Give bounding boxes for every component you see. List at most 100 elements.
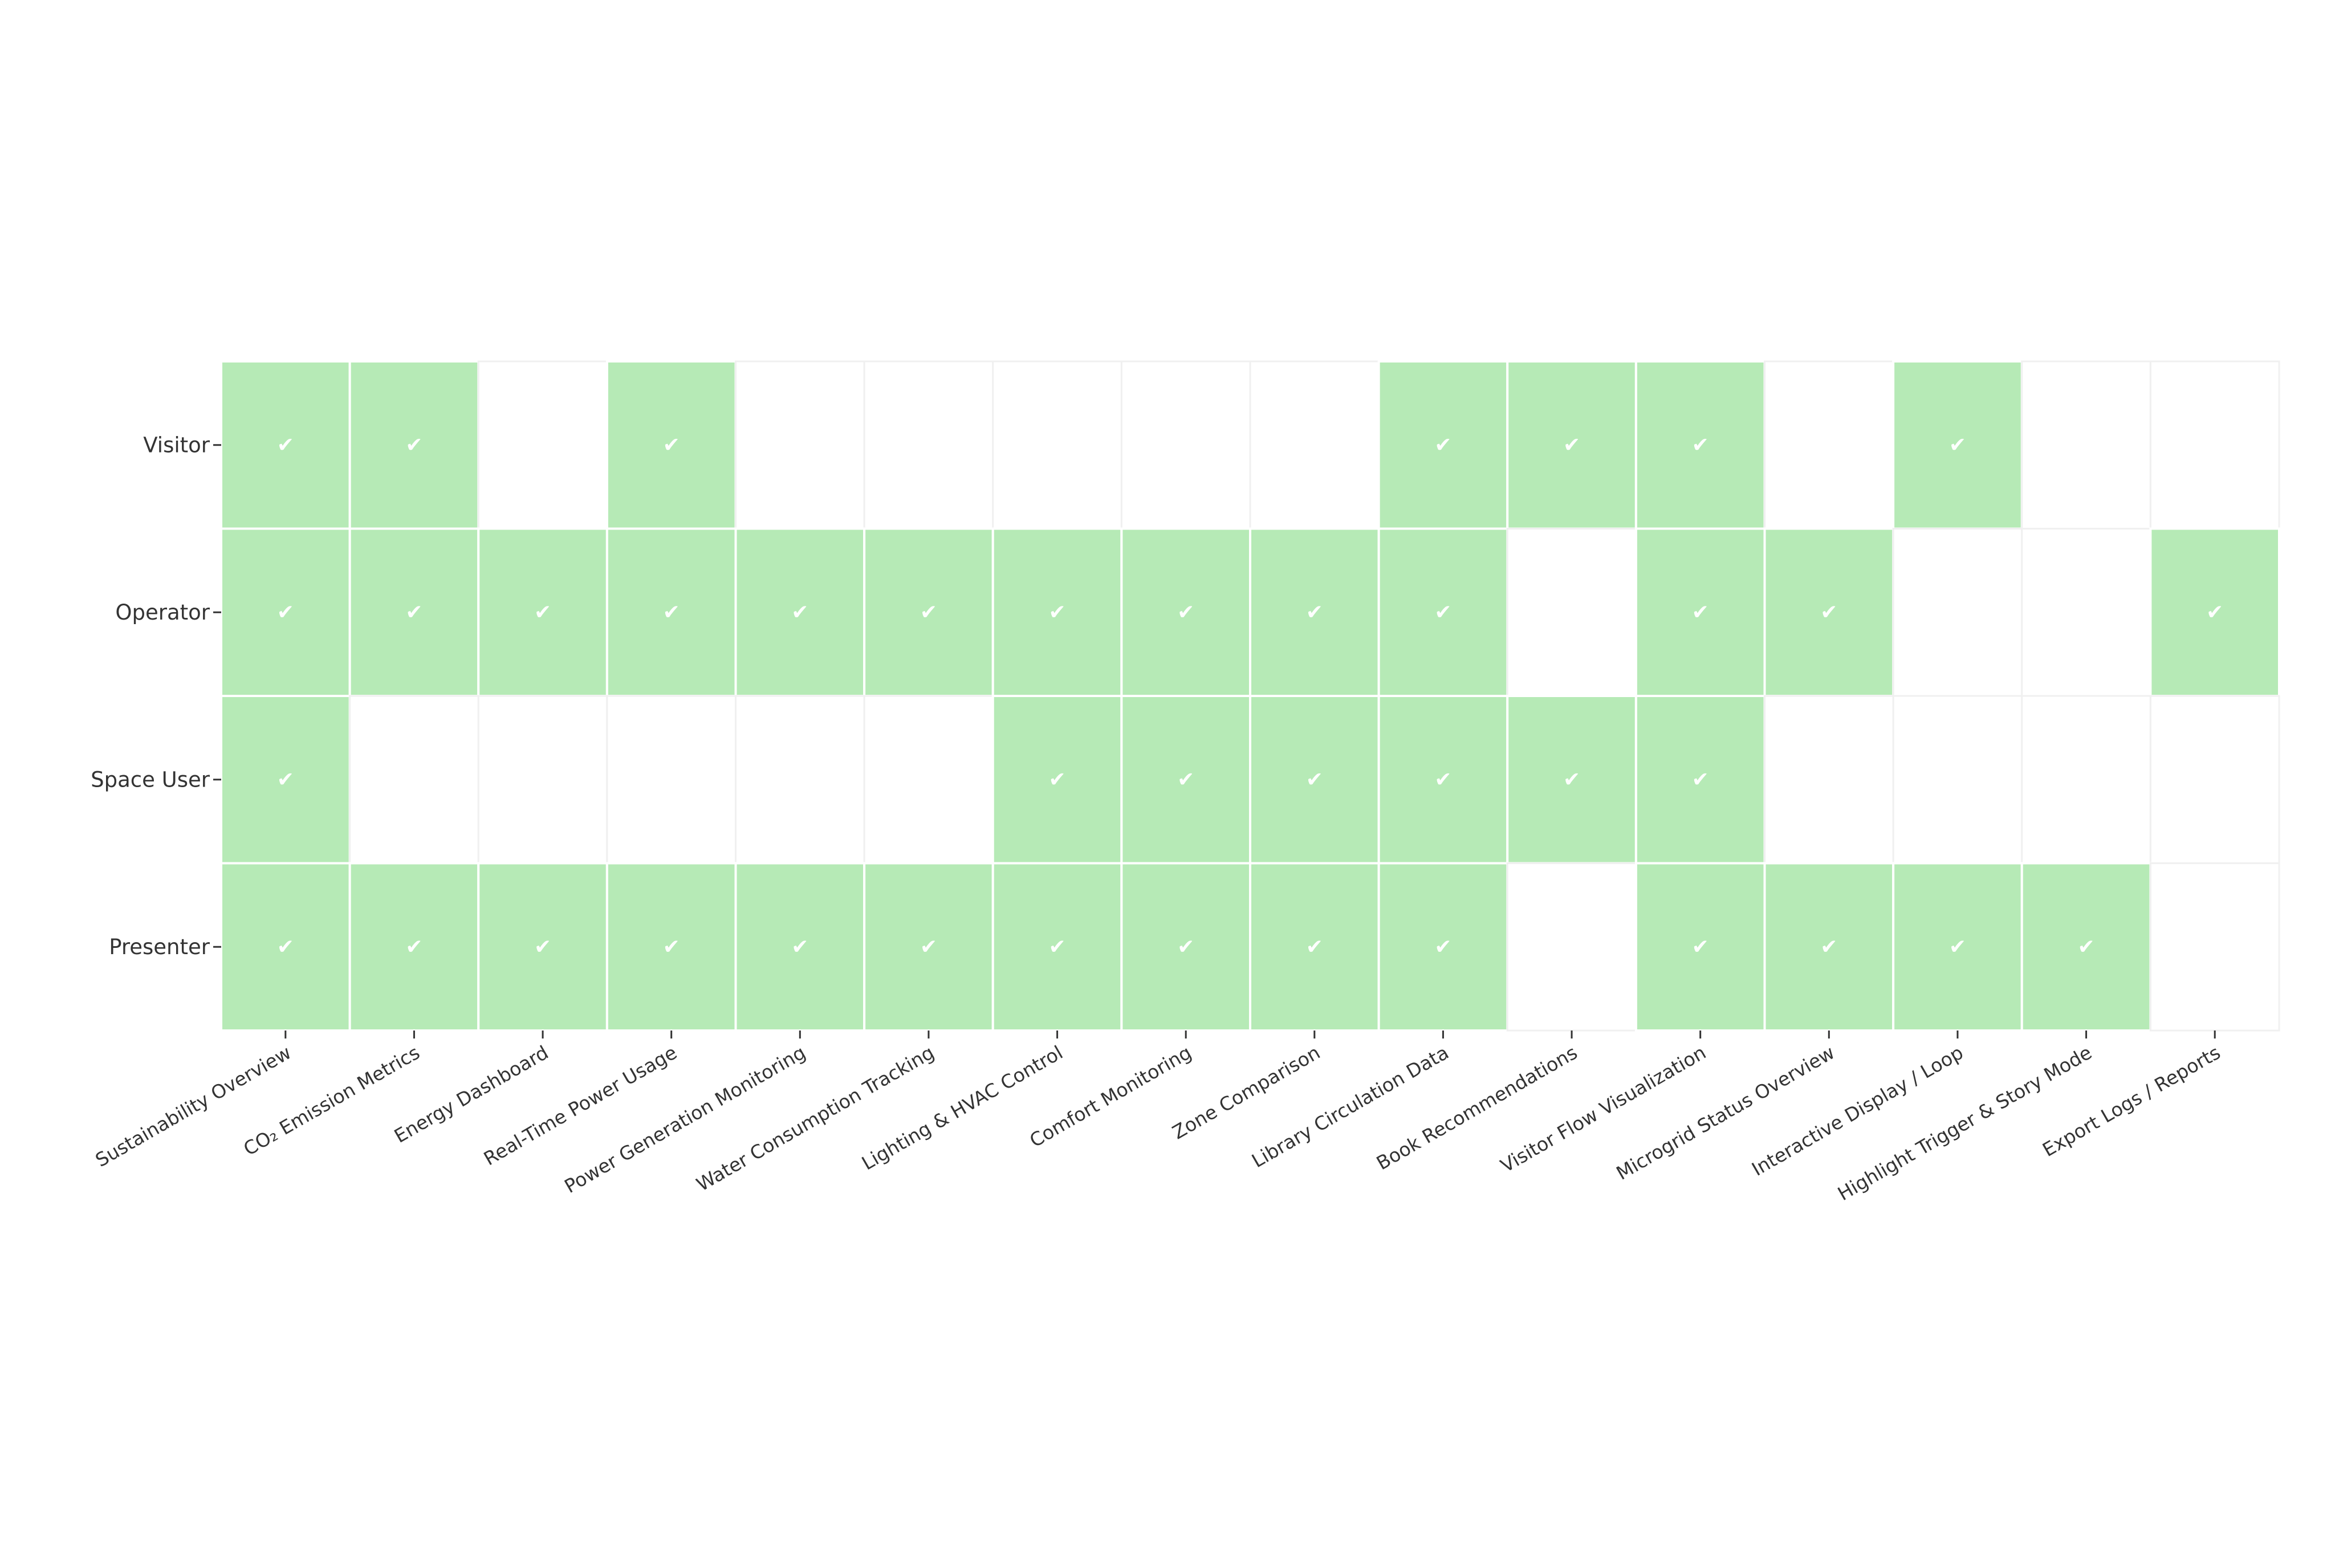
heatmap-cell-presenter-microgrid-status-overview: [1763, 862, 1895, 1032]
col-label-microgrid-status-overview: Microgrid Status Overview: [1613, 1041, 1838, 1184]
check-mark: ✔: [534, 601, 551, 624]
check-mark: ✔: [1692, 433, 1709, 457]
check-mark: ✔: [2077, 935, 2094, 959]
check-mark: ✔: [277, 601, 294, 624]
check-mark: ✔: [663, 601, 680, 624]
check-mark: ✔: [277, 935, 294, 959]
heatmap-checks: ✔ ✔ ✔ ✔ ✔ ✔ ✔ ✔ ✔ ✔ ✔ ✔ ✔ ✔ ✔ ✔ ✔ ✔ ✔ ✔ ✔ ✔ ✔ ✔ ✔ ✔ ✔ ✔ ✔ ✔ ✔ ✔ ✔ ✔ ✔ ✔ ✔ ✔ ✔ ✔…: [277, 433, 2224, 959]
heatmap-cell-operator-export-logs-reports: [2149, 527, 2280, 697]
col-label-book-recommendations: Book Recommendations: [1373, 1041, 1581, 1175]
check-mark: ✔: [1306, 601, 1323, 624]
heatmap-cell-space-user-lighting-hvac-control: [991, 695, 1123, 865]
check-mark: ✔: [1434, 433, 1451, 457]
heatmap-cells: [220, 360, 2280, 1032]
col-label-highlight-trigger-story-mode: Highlight Trigger & Story Mode: [1834, 1041, 2096, 1205]
heatmap-cell-space-user-highlight-trigger-story-mode: [2021, 695, 2151, 864]
heatmap-cell-space-user-comfort-monitoring: [1120, 695, 1251, 865]
heatmap-cell-visitor-library-circulation-data: [1377, 360, 1509, 530]
check-mark: ✔: [1434, 935, 1451, 959]
heatmap-cell-visitor-visitor-flow-visualization: [1634, 360, 1766, 530]
heatmap-cell-operator-highlight-trigger-story-mode: [2021, 528, 2151, 697]
check-mark: ✔: [1692, 935, 1709, 959]
heatmap-cell-visitor-real-time-power-usage: [605, 360, 737, 530]
heatmap-cell-visitor-export-logs-reports: [2149, 360, 2280, 530]
check-mark: ✔: [277, 433, 294, 457]
heatmap-cell-space-user-power-generation-monitoring: [735, 695, 865, 864]
heatmap-cell-presenter-interactive-display-loop: [1892, 862, 2023, 1032]
check-mark: ✔: [1048, 601, 1065, 624]
heatmap-cell-visitor-water-consumption-tracking: [863, 360, 994, 530]
check-mark: ✔: [1177, 935, 1194, 959]
check-mark: ✔: [405, 935, 422, 959]
check-mark: ✔: [920, 601, 937, 624]
check-mark: ✔: [1434, 768, 1451, 791]
heatmap-cell-visitor-lighting-hvac-control: [992, 360, 1122, 530]
heatmap-cell-operator-power-generation-monitoring: [734, 527, 866, 697]
col-label-visitor-flow-visualization: Visitor Flow Visualization: [1497, 1041, 1710, 1177]
heatmap-cell-presenter-export-logs-reports: [2149, 862, 2280, 1032]
heatmap-cell-operator-visitor-flow-visualization: [1634, 527, 1766, 697]
check-mark: ✔: [1563, 768, 1580, 791]
check-mark: ✔: [1563, 433, 1580, 457]
y-axis-labels: Visitor Operator Space User Presenter: [91, 433, 210, 959]
row-label-operator: Operator: [115, 600, 210, 625]
heatmap-cell-operator-zone-comparison: [1249, 527, 1380, 697]
col-label-interactive-display-loop: Interactive Display / Loop: [1748, 1041, 1967, 1180]
check-mark: ✔: [663, 935, 680, 959]
check-mark: ✔: [1434, 601, 1451, 624]
col-label-water-consumption-tracking: Water Consumption Tracking: [693, 1041, 938, 1196]
heatmap-cell-presenter-sustainability-overview: [220, 862, 351, 1032]
check-mark: ✔: [277, 768, 294, 791]
axis-ticks: [213, 444, 2216, 1038]
heatmap-cell-presenter-real-time-power-usage: [605, 862, 737, 1032]
heatmap-cell-space-user-water-consumption-tracking: [863, 695, 994, 864]
heatmap-cell-space-user-real-time-power-usage: [606, 695, 737, 864]
row-label-visitor: Visitor: [143, 433, 210, 457]
heatmap-cell-visitor-sustainability-overview: [220, 360, 351, 530]
heatmap-cell-visitor-energy-dashboard: [477, 360, 608, 530]
heatmap-cell-space-user-sustainability-overview: [220, 695, 351, 865]
heatmap-cell-space-user-microgrid-status-overview: [1764, 695, 1894, 864]
check-mark: ✔: [1177, 601, 1194, 624]
heatmap-cell-visitor-zone-comparison: [1249, 360, 1380, 530]
row-label-space-user: Space User: [91, 767, 210, 792]
check-mark: ✔: [405, 601, 422, 624]
col-label-lighting-hvac-control: Lighting & HVAC Control: [858, 1041, 1067, 1175]
check-mark: ✔: [2206, 601, 2223, 624]
heatmap-cell-space-user-export-logs-reports: [2149, 695, 2280, 864]
heatmap-cell-presenter-co-emission-metrics: [348, 862, 480, 1032]
heatmap-cell-operator-lighting-hvac-control: [991, 527, 1123, 697]
check-mark: ✔: [1949, 935, 1966, 959]
check-mark: ✔: [1306, 768, 1323, 791]
heatmap-cell-space-user-co-emission-metrics: [349, 695, 479, 864]
heatmap-cell-presenter-visitor-flow-visualization: [1634, 862, 1766, 1032]
heatmap-cell-presenter-book-recommendations: [1506, 862, 1637, 1032]
heatmap-cell-visitor-comfort-monitoring: [1120, 360, 1251, 530]
heatmap-cell-operator-microgrid-status-overview: [1763, 527, 1895, 697]
heatmap-cell-space-user-library-circulation-data: [1377, 695, 1509, 865]
heatmap-cell-operator-library-circulation-data: [1377, 527, 1509, 697]
check-mark: ✔: [1048, 768, 1065, 791]
heatmap-cell-operator-energy-dashboard: [477, 527, 608, 697]
row-label-presenter: Presenter: [109, 935, 210, 959]
heatmap-cell-visitor-microgrid-status-overview: [1764, 360, 1894, 530]
check-mark: ✔: [920, 935, 937, 959]
heatmap-cell-space-user-interactive-display-loop: [1892, 695, 2023, 864]
check-mark: ✔: [1820, 935, 1837, 959]
check-mark: ✔: [791, 935, 808, 959]
check-mark: ✔: [1177, 768, 1194, 791]
check-mark: ✔: [1692, 768, 1709, 791]
heatmap-cell-operator-interactive-display-loop: [1892, 528, 2023, 697]
check-mark: ✔: [1949, 433, 1966, 457]
check-mark: ✔: [791, 601, 808, 624]
check-mark: ✔: [534, 935, 551, 959]
heatmap-cell-presenter-library-circulation-data: [1377, 862, 1509, 1032]
heatmap-cell-visitor-co-emission-metrics: [348, 360, 480, 530]
heatmap-cell-space-user-energy-dashboard: [477, 695, 608, 864]
check-mark: ✔: [1048, 935, 1065, 959]
heatmap-cell-presenter-zone-comparison: [1249, 862, 1380, 1032]
heatmap-cell-space-user-visitor-flow-visualization: [1634, 695, 1766, 865]
check-mark: ✔: [1820, 601, 1837, 624]
